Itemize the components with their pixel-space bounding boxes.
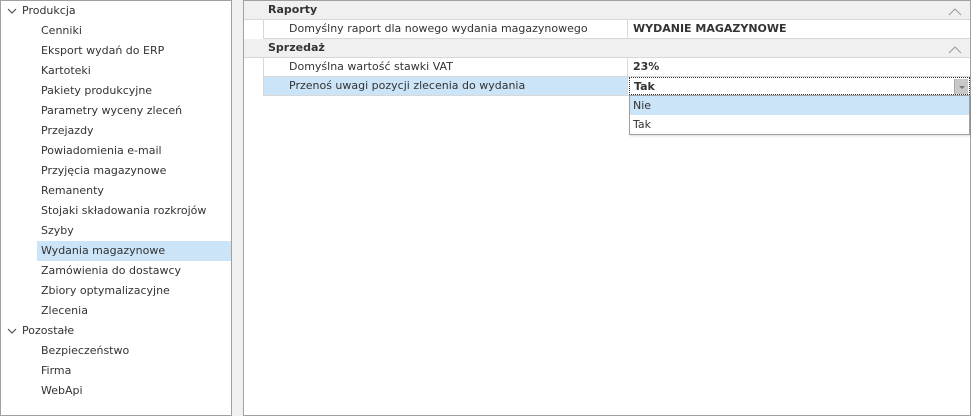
tree-item[interactable]: Szyby <box>37 221 231 241</box>
tree-item-label: Pozostałe <box>22 324 75 337</box>
tree-item[interactable]: WebApi <box>37 381 231 401</box>
value-dropdown-list: Nie Tak <box>629 95 970 135</box>
settings-tree: Produkcja Cenniki Eksport wydań do ERP Kart… <box>0 0 232 416</box>
property-row[interactable]: Przenoś uwagi pozycji zlecenia do wydani… <box>263 77 970 96</box>
property-row[interactable]: Domyślna wartość stawki VAT 23% <box>263 58 970 77</box>
tree-item-label: Stojaki składowania rozkrojów <box>41 204 207 217</box>
dropdown-option[interactable]: Tak <box>633 118 652 131</box>
tree-item-label: Firma <box>41 364 72 377</box>
property-row[interactable]: Domyślny raport dla nowego wydania magaz… <box>263 20 970 39</box>
tree-item-label: WebApi <box>41 384 83 397</box>
property-name: Domyślna wartość stawki VAT <box>263 58 628 76</box>
property-value-text: WYDANIE MAGAZYNOWE <box>633 22 787 35</box>
tree-item-label: Produkcja <box>22 4 76 17</box>
tree-item[interactable]: Stojaki składowania rozkrojów <box>37 201 231 221</box>
tree-item[interactable]: Zamówienia do dostawcy <box>37 261 231 281</box>
tree-item[interactable]: Wydania magazynowe <box>37 241 231 261</box>
tree-item-label: Bezpieczeństwo <box>41 344 130 357</box>
tree-item[interactable]: Produkcja <box>1 1 231 21</box>
tree-item-label: Kartoteki <box>41 64 91 77</box>
tree-item[interactable]: Przyjęcia magazynowe <box>37 161 231 181</box>
group-title: Raporty <box>268 3 318 16</box>
tree-item-label: Powiadomienia e-mail <box>41 144 162 157</box>
property-value-text: 23% <box>633 60 660 73</box>
tree-item-label: Szyby <box>41 224 74 237</box>
chevron-down-icon[interactable] <box>7 1 17 21</box>
dropdown-arrow-icon[interactable] <box>954 79 968 94</box>
property-value[interactable]: 23% <box>629 58 970 76</box>
tree-item-label: Pakiety produkcyjne <box>41 84 153 97</box>
tree-item-label: Zamówienia do dostawcy <box>41 264 182 277</box>
tree-item[interactable]: Eksport wydań do ERP <box>37 41 231 61</box>
group-header[interactable]: Sprzedaż <box>244 39 970 58</box>
tree-item[interactable]: Remanenty <box>37 181 231 201</box>
tree-item[interactable]: Zlecenia <box>37 301 231 321</box>
chevron-down-icon[interactable] <box>7 321 17 341</box>
property-grid: Raporty Domyślny raport dla nowego wydani… <box>243 0 971 416</box>
property-name: Przenoś uwagi pozycji zlecenia do wydani… <box>263 77 628 95</box>
tree-item[interactable]: Firma <box>37 361 231 381</box>
property-value-text: Tak <box>634 80 655 93</box>
tree-item[interactable]: Powiadomienia e-mail <box>37 141 231 161</box>
tree-item-label: Wydania magazynowe <box>41 244 166 257</box>
tree-item-label: Zlecenia <box>41 304 88 317</box>
tree-item-label: Przejazdy <box>41 124 94 137</box>
tree-item-label: Przyjęcia magazynowe <box>41 164 167 177</box>
tree-item[interactable]: Przejazdy <box>37 121 231 141</box>
chevron-up-icon[interactable] <box>948 5 962 16</box>
property-value[interactable]: Tak <box>629 77 970 95</box>
chevron-up-icon[interactable] <box>948 43 962 54</box>
property-name: Domyślny raport dla nowego wydania magaz… <box>263 20 628 38</box>
tree-item[interactable]: Pozostałe <box>1 321 231 341</box>
tree-item-label: Cenniki <box>41 24 82 37</box>
tree-item[interactable]: Zbiory optymalizacyjne <box>37 281 231 301</box>
tree-item[interactable]: Pakiety produkcyjne <box>37 81 231 101</box>
tree-item[interactable]: Parametry wyceny zleceń <box>37 101 231 121</box>
tree-item-label: Zbiory optymalizacyjne <box>41 284 170 297</box>
group-title: Sprzedaż <box>268 41 325 54</box>
dropdown-option[interactable]: Nie <box>630 96 969 115</box>
property-value[interactable]: WYDANIE MAGAZYNOWE <box>629 20 970 38</box>
tree-item[interactable]: Bezpieczeństwo <box>37 341 231 361</box>
tree-item[interactable]: Cenniki <box>37 21 231 41</box>
tree-item-label: Remanenty <box>41 184 104 197</box>
tree-item-label: Eksport wydań do ERP <box>41 44 165 57</box>
tree-item[interactable]: Kartoteki <box>37 61 231 81</box>
tree-item-label: Parametry wyceny zleceń <box>41 104 183 117</box>
group-header[interactable]: Raporty <box>244 1 970 20</box>
